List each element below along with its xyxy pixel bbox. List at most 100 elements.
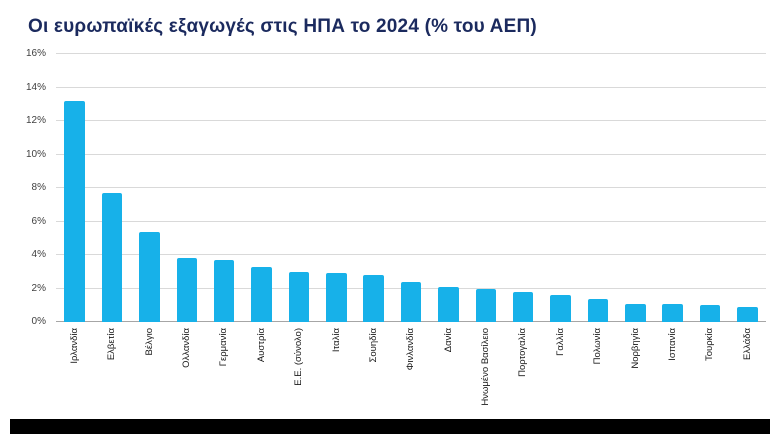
x-label-slot: Ελλάδα (729, 328, 766, 410)
bar-slot (729, 54, 766, 322)
bar-slot (318, 54, 355, 322)
x-tick-label: Τουρκία (704, 328, 716, 361)
y-axis: 0% 2% 4% 6% 8% 10% 12% 14% 16% (14, 49, 56, 327)
y-tick-label: 14% (25, 81, 46, 93)
bar (400, 281, 422, 322)
x-label-slot: Ολλανδία (168, 328, 205, 410)
bar-chart: 0% 2% 4% 6% 8% 10% 12% 14% 16% (14, 49, 766, 327)
x-tick-label: Αυστρία (255, 328, 267, 363)
y-tick-label: 8% (31, 182, 46, 193)
x-label-slot: Τουρκία (691, 328, 728, 410)
bar (213, 260, 235, 322)
gridline (56, 53, 766, 54)
x-label-slot: Δανία (430, 328, 467, 410)
x-label-slot: Ηνωμένο Βασίλειο (467, 328, 504, 410)
bar-slot (131, 54, 168, 322)
bar-slot (542, 54, 579, 322)
x-label-slot: Ιταλία (318, 328, 355, 410)
x-tick-label: Ε.Ε. (σύνολο) (293, 328, 305, 386)
bar-slot (430, 54, 467, 322)
bar (737, 306, 758, 322)
y-tick-label: 10% (25, 148, 46, 160)
x-tick-label: Ελβετία (106, 328, 118, 361)
x-tick-label: Πολωνία (592, 328, 604, 365)
plot-area (56, 53, 766, 322)
x-label-slot: Ελβετία (93, 328, 130, 410)
bar-slot (56, 54, 93, 322)
x-tick-label: Ιταλία (330, 328, 342, 353)
bar-slot (617, 54, 654, 322)
x-label-slot: Φινλανδία (392, 328, 429, 410)
bar-slot (467, 54, 504, 322)
x-tick-label: Ολλανδία (181, 328, 193, 368)
bar-slot (392, 54, 429, 322)
bar-slot (691, 54, 728, 322)
x-tick-label: Ιρλανδία (68, 328, 80, 364)
x-label-slot: Πολωνία (579, 328, 616, 410)
bar (475, 288, 497, 322)
bar-slot (579, 54, 616, 322)
x-label-slot: Ε.Ε. (σύνολο) (280, 328, 317, 410)
gridline (56, 254, 766, 255)
bar (550, 295, 571, 322)
bar-slot (505, 54, 542, 322)
x-label-slot: Νορβηγία (617, 328, 654, 410)
bar (176, 258, 198, 322)
gridline (56, 153, 766, 155)
gridline (56, 220, 766, 222)
bar-slot (168, 54, 205, 322)
bar-slot (243, 54, 280, 322)
bar (288, 271, 310, 322)
x-tick-label: Ηνωμένο Βασίλειο (480, 328, 492, 406)
bar (512, 291, 534, 322)
x-label-slot: Σουηδία (355, 328, 392, 410)
x-label-slot: Βέλγιο (131, 328, 168, 410)
footer-bar (10, 419, 770, 434)
y-tick-label: 12% (25, 115, 46, 126)
x-tick-label: Δανία (442, 328, 454, 353)
bar (662, 303, 683, 322)
gridline (56, 187, 766, 188)
x-tick-label: Ισπανία (666, 328, 678, 361)
x-tick-label: Σουηδία (367, 328, 379, 363)
bar (101, 193, 123, 322)
bar-slot (355, 54, 392, 322)
x-tick-label: Πορτογαλία (517, 328, 529, 377)
bar (699, 305, 721, 322)
bar-slot (280, 54, 317, 322)
bars-row (56, 54, 766, 322)
gridline (56, 86, 766, 88)
bar-slot (93, 54, 130, 322)
x-tick-label: Ελλάδα (741, 328, 753, 360)
bar (363, 275, 384, 322)
x-label-slot: Γαλλία (542, 328, 579, 410)
x-label-slot: Ιρλανδία (56, 328, 93, 410)
bar (625, 303, 646, 322)
gridline (56, 120, 766, 121)
bar (326, 273, 347, 322)
x-label-slot: Πορτογαλία (505, 328, 542, 410)
bar (587, 298, 609, 322)
x-label-slot: Ισπανία (654, 328, 691, 410)
bar (64, 100, 85, 322)
bar (251, 266, 272, 322)
x-tick-label: Βέλγιο (143, 328, 155, 356)
y-tick-label: 6% (31, 215, 46, 227)
x-label-slot: Αυστρία (243, 328, 280, 410)
x-tick-label: Φινλανδία (405, 328, 417, 371)
x-tick-label: Νορβηγία (629, 328, 641, 369)
y-tick-label: 16% (25, 48, 46, 59)
x-label-slot: Γερμανία (206, 328, 243, 410)
bar-slot (654, 54, 691, 322)
bar (438, 286, 459, 322)
bar (139, 231, 160, 322)
y-tick-label: 2% (31, 282, 46, 294)
y-tick-label: 4% (31, 249, 46, 260)
x-axis-labels: Ιρλανδία Ελβετία Βέλγιο Ολλανδία Γερμανία Αυσ… (56, 322, 766, 410)
x-tick-label: Γερμανία (218, 328, 230, 367)
chart-title: Οι ευρωπαϊκές εξαγωγές στις ΗΠΑ το 2024 … (28, 16, 537, 37)
y-tick-label: 0% (31, 316, 46, 327)
bar-slot (206, 54, 243, 322)
x-tick-label: Γαλλία (554, 328, 566, 356)
